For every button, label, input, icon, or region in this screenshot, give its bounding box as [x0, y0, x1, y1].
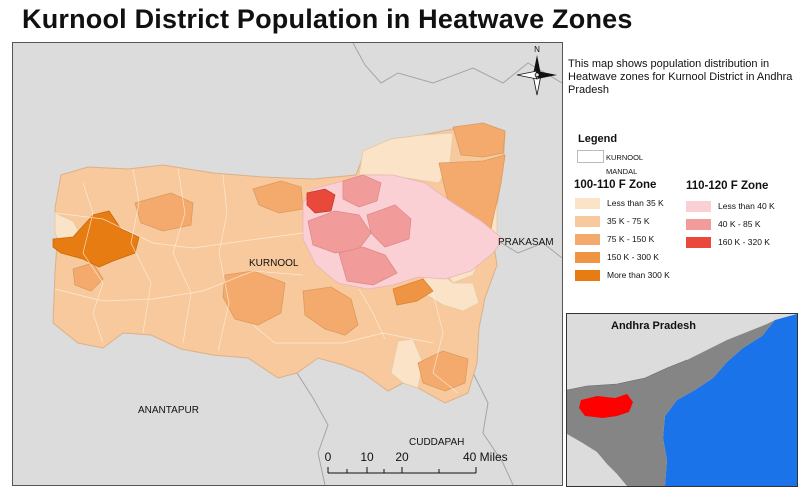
southeast-boundary	[472, 372, 514, 485]
label-prakasam: PRAKASAM	[498, 237, 554, 248]
legend-swatch	[575, 215, 600, 227]
map-title: Kurnool District Population in Heatwave …	[22, 4, 633, 34]
legend-title: Legend	[578, 133, 618, 145]
scale-bar: 0 10 20 40 Miles	[325, 450, 508, 474]
class-gt300k	[52, 210, 140, 268]
legend-swatch	[575, 251, 600, 263]
north-arrow-icon: N	[516, 45, 557, 96]
north-label: N	[534, 45, 540, 54]
neighbour-boundaries	[296, 43, 562, 485]
legend-item: 75 K - 150 K	[575, 232, 654, 246]
south-boundary	[296, 372, 329, 485]
scale-tick-label: 10	[360, 450, 374, 464]
legend-label: Less than 35 K	[607, 198, 664, 208]
map-frame: KURNOOL PRAKASAM ANANTAPUR CUDDAPAH	[12, 42, 563, 486]
scale-tick-label: 40 Miles	[463, 450, 508, 464]
north-boundary	[352, 43, 562, 84]
scale-tick-label: 20	[395, 450, 409, 464]
legend-item: Less than 35 K	[575, 196, 664, 210]
legend-swatch	[686, 236, 711, 248]
legend-swatch	[575, 197, 600, 209]
mandal-swatch	[577, 150, 604, 163]
legend-item: 150 K - 300 K	[575, 250, 659, 264]
inset-map-svg	[567, 314, 797, 486]
class-40k-85k	[307, 174, 412, 286]
legend-swatch	[575, 269, 600, 281]
legend-item: 40 K - 85 K	[686, 217, 761, 231]
scale-tick-label: 0	[325, 450, 332, 464]
inset-map: Andhra Pradesh	[566, 313, 798, 487]
legend-swatch	[575, 233, 600, 245]
east-boundary	[492, 237, 562, 259]
legend-label: 40 K - 85 K	[718, 219, 761, 229]
class-150k-300k	[392, 278, 434, 306]
legend-item: Less than 40 K	[686, 199, 775, 213]
inset-title: Andhra Pradesh	[611, 320, 696, 332]
legend-item: 160 K - 320 K	[686, 235, 770, 249]
inset-sea	[663, 314, 797, 486]
label-anantapur: ANANTAPUR	[138, 405, 199, 416]
mandal-label: KURNOOL MANDAL	[606, 153, 643, 176]
legend-label: 35 K - 75 K	[607, 216, 650, 226]
legend-label: 150 K - 300 K	[607, 252, 659, 262]
legend-label: 75 K - 150 K	[607, 234, 655, 244]
legend-swatch	[686, 200, 711, 212]
label-kurnool: KURNOOL	[249, 258, 299, 269]
label-cuddapah: CUDDAPAH	[409, 437, 465, 448]
inset-land	[567, 318, 779, 486]
zone-100-110-title: 100-110 F Zone	[574, 179, 657, 191]
legend-item: 35 K - 75 K	[575, 214, 650, 228]
map-description: This map shows population distribution i…	[568, 58, 793, 96]
class-75k-150k	[72, 122, 506, 392]
district-map	[52, 43, 562, 485]
zone-110-120-title: 110-120 F Zone	[686, 180, 769, 192]
legend-label: More than 300 K	[607, 270, 670, 280]
inset-kurnool	[579, 394, 633, 418]
legend-label: 160 K - 320 K	[718, 237, 770, 247]
legend-label: Less than 40 K	[718, 201, 775, 211]
legend-swatch	[686, 218, 711, 230]
legend-item: More than 300 K	[575, 268, 670, 282]
mandal-boundaries	[54, 168, 459, 394]
class-160k-320k	[306, 188, 336, 214]
